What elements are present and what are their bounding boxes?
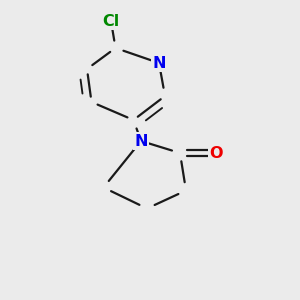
Text: N: N	[134, 134, 148, 148]
Text: O: O	[209, 146, 223, 160]
Text: Cl: Cl	[102, 14, 120, 28]
Text: N: N	[152, 56, 166, 70]
